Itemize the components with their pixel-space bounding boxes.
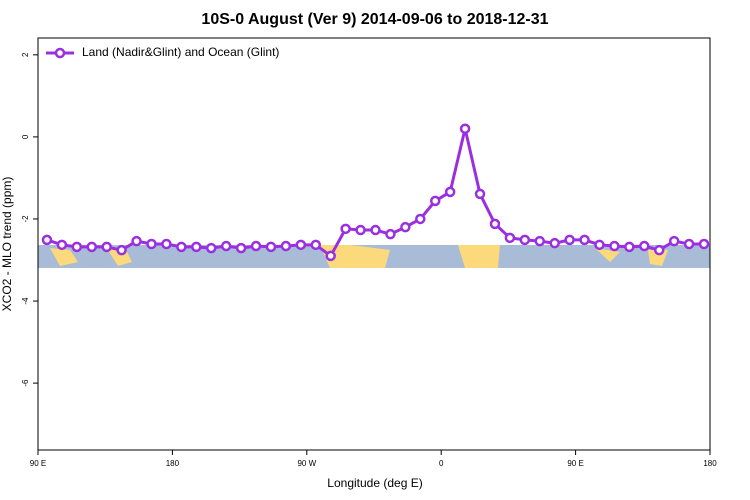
x-tick-label: 180 (166, 459, 180, 468)
point (295, 239, 307, 251)
point (579, 234, 590, 246)
point (205, 242, 217, 254)
y-tick-label: 0 (21, 134, 30, 139)
point (609, 240, 620, 252)
point (250, 240, 262, 252)
x-tick-label: 0 (439, 459, 444, 468)
point (504, 232, 516, 244)
x-tick-label: 180 (703, 459, 717, 468)
point (459, 123, 471, 134)
point (400, 221, 411, 233)
point (235, 242, 247, 254)
point (370, 224, 381, 236)
legend-label: Land (Nadir&Glint) and Ocean (Glint) (82, 45, 279, 59)
point (355, 224, 366, 236)
point (415, 213, 426, 225)
point (101, 241, 112, 253)
chart-title: 10S-0 August (Ver 9) 2014-09-06 to 2018-… (201, 11, 548, 28)
point (71, 241, 83, 253)
point (146, 238, 157, 250)
point (444, 186, 456, 198)
legend-marker (54, 47, 66, 59)
x-tick-label: 90 E (30, 459, 46, 468)
point (176, 241, 187, 253)
point (653, 244, 665, 256)
point (220, 240, 232, 252)
series-line (46, 128, 705, 259)
point (161, 238, 172, 250)
point (265, 241, 277, 253)
point (474, 188, 486, 200)
point (325, 250, 336, 262)
point (280, 240, 292, 252)
point (683, 238, 695, 250)
point (131, 235, 142, 247)
point (698, 238, 710, 250)
point (564, 234, 575, 246)
x-tick-label: 90 W (297, 459, 316, 468)
point (429, 195, 441, 207)
point (56, 239, 68, 251)
plot-frame (37, 37, 711, 451)
point (385, 228, 396, 240)
point (624, 241, 635, 253)
x-tick-label: 90 E (567, 459, 583, 468)
point (191, 241, 202, 253)
point (519, 234, 531, 246)
point (668, 235, 680, 247)
x-axis-label: Longitude (deg E) (327, 476, 422, 490)
y-tick-label: -4 (21, 297, 30, 305)
point (310, 239, 322, 251)
point (534, 235, 546, 247)
point (639, 240, 650, 252)
point (594, 239, 605, 251)
y-axis-label: XCO2 - MLO trend (ppm) (0, 177, 14, 312)
map-strip (38, 245, 710, 268)
point (86, 241, 98, 253)
point (116, 244, 127, 256)
point (41, 234, 53, 246)
point (549, 237, 560, 249)
point (489, 218, 501, 230)
y-tick-label: 2 (21, 52, 30, 57)
y-tick-label: -6 (21, 379, 30, 387)
point (340, 223, 351, 235)
y-tick-label: -2 (21, 215, 30, 223)
